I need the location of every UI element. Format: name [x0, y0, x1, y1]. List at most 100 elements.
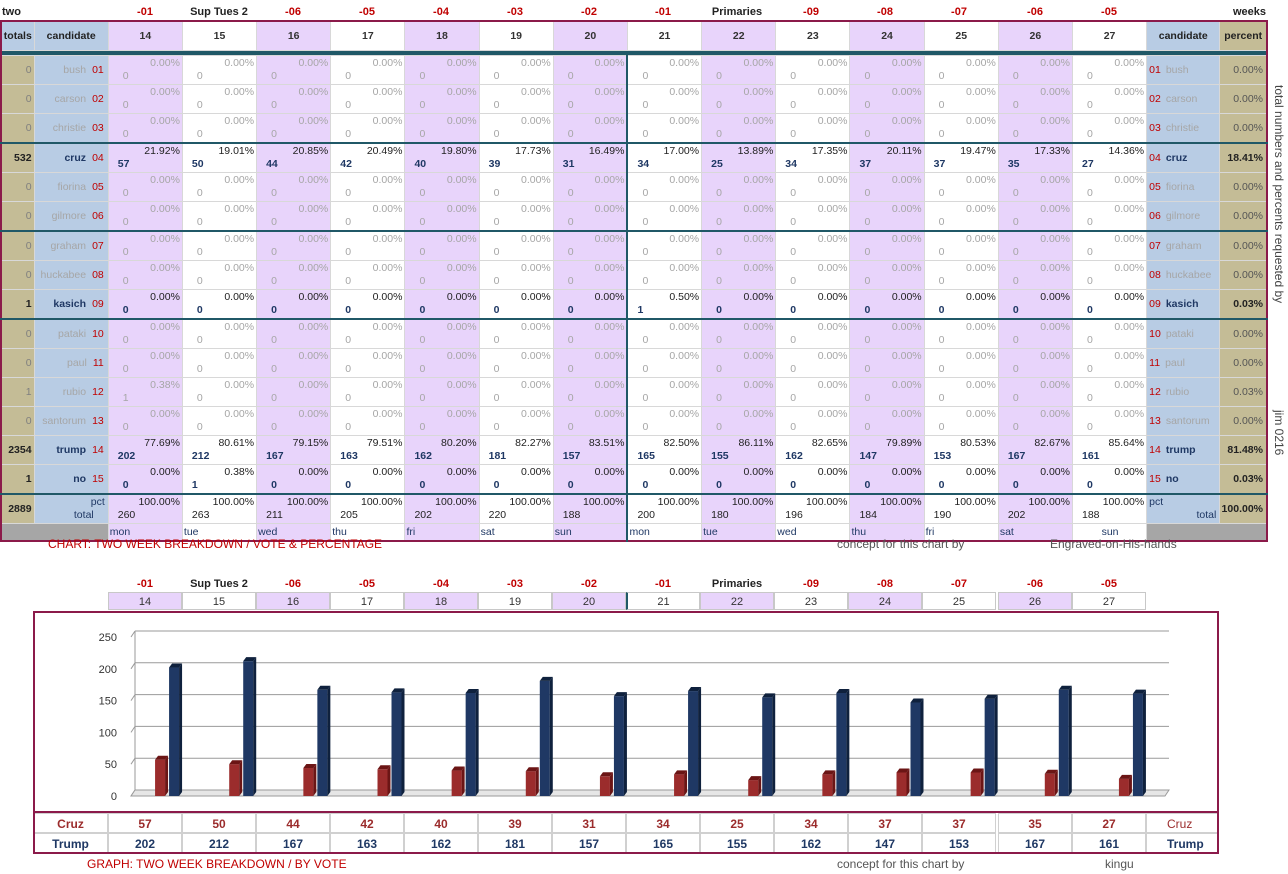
vote-percent: 0.00%	[521, 291, 551, 303]
vote-count: 0	[642, 392, 649, 404]
cruz-bar-top	[155, 755, 169, 760]
vote-cell: 0 0.00%	[181, 84, 258, 114]
candidate-number-right: 03	[1149, 122, 1161, 134]
chart-top-label: -07	[951, 578, 967, 590]
cruz-value: 25	[700, 813, 774, 833]
vote-cell: 163 79.51%	[330, 435, 406, 465]
vote-cell: 50 19.01%	[181, 142, 258, 173]
vote-cell: 0 0.00%	[701, 113, 777, 144]
cruz-bar-side	[313, 764, 317, 796]
candidate-name: huckabee	[40, 269, 87, 281]
vote-percent: 21.92%	[144, 145, 180, 157]
vote-cell: 34 17.35%	[775, 142, 851, 173]
vote-count: 0	[716, 70, 722, 82]
candidate-name-right: gilmore	[1165, 210, 1201, 222]
vote-count: 0	[419, 246, 426, 258]
vote-count: 0	[1012, 334, 1019, 346]
vote-cell: 0 0.00%	[107, 84, 183, 114]
vote-count: 42	[340, 158, 352, 170]
vote-percent: 0.00%	[372, 321, 403, 333]
vote-percent: 0.00%	[669, 57, 700, 69]
vote-cell: 0 0.00%	[404, 113, 480, 144]
vote-count: 0	[196, 275, 203, 287]
vote-percent: 80.20%	[440, 437, 477, 449]
vote-cell: 0 0.00%	[404, 230, 480, 261]
day-header: 20	[552, 20, 628, 51]
chart-day-header: 17	[330, 592, 404, 610]
trump-bar	[317, 689, 328, 796]
vote-count: 0	[864, 421, 871, 433]
vote-cell: 31 16.49%	[552, 142, 628, 173]
chart-top-label: -09	[803, 578, 819, 590]
vote-cell: 0 0.00%	[626, 406, 703, 436]
vote-percent: 0.00%	[298, 408, 329, 420]
vote-count: 0	[716, 128, 722, 140]
vote-cell: 0 0.00%	[923, 113, 999, 144]
day-total-pct: 100.00%	[286, 496, 329, 508]
table-concept-text: concept for this chart by	[837, 537, 965, 551]
vote-cell: 0 0.00%	[1071, 172, 1148, 202]
candidate-name-right: graham	[1165, 240, 1202, 252]
vote-count: 0	[938, 275, 945, 287]
vote-count: 0	[567, 421, 574, 433]
day-total-cell: 263 100.00%	[181, 493, 258, 524]
day-header: 14	[107, 20, 183, 51]
vote-cell: 0 0.00%	[256, 318, 332, 349]
candidate-number-right: 07	[1149, 240, 1161, 252]
chart-day-header: 23	[774, 592, 848, 610]
vote-percent: 0.00%	[521, 379, 551, 391]
vote-count: 0	[345, 246, 352, 258]
vote-cell: 0 0.00%	[107, 348, 183, 378]
vote-count: 0	[271, 304, 277, 316]
chart-day-header: 14	[108, 592, 182, 610]
vote-cell: 0 0.00%	[181, 230, 258, 261]
vote-percent: 86.11%	[738, 437, 774, 449]
vote-cell: 39 17.73%	[478, 142, 554, 173]
vote-count: 0	[1086, 99, 1093, 111]
weekday-row-spacer-right	[1146, 523, 1268, 542]
chart-top-label: -01	[137, 578, 153, 590]
candidate-total: 0	[0, 406, 35, 436]
vote-count: 0	[1086, 421, 1093, 433]
vote-count: 0	[716, 392, 722, 404]
candidate-row: 1 no 15 0 0.00% 1 0.38% 0 0.00% 0 0.00% 0 0.00% 0 0.00…	[0, 464, 1268, 495]
vote-percent: 0.00%	[891, 233, 922, 245]
candidate-total: 0	[0, 55, 35, 85]
vote-percent: 0.00%	[891, 350, 922, 362]
vote-cell: 0 0.00%	[626, 318, 703, 349]
vote-cell: 0 0.00%	[330, 348, 406, 378]
vote-percent: 0.00%	[446, 350, 477, 362]
vote-count: 0	[493, 128, 500, 140]
candidate-name-cell-right: 06 gilmore	[1146, 201, 1221, 232]
vote-percent: 0.00%	[966, 203, 996, 215]
vote-cell: 0 0.00%	[181, 172, 258, 202]
vote-percent: 0.00%	[966, 350, 996, 362]
vote-count: 0	[642, 70, 649, 82]
candidate-name-right: santorum	[1165, 415, 1210, 427]
candidate-number: 10	[92, 328, 104, 340]
vote-percent: 0.00%	[669, 408, 700, 420]
candidate-name-cell: gilmore 06	[33, 201, 109, 232]
vote-cell: 0 0.00%	[552, 406, 628, 436]
candidate-name-cell-right: 04 cruz	[1146, 142, 1221, 173]
vote-percent: 0.00%	[372, 233, 403, 245]
vote-cell: 0 0.00%	[478, 55, 554, 85]
vote-percent: 0.00%	[594, 57, 625, 69]
vote-count: 0	[1012, 70, 1019, 82]
vote-count: 212	[191, 450, 210, 462]
chart-day-header: 25	[922, 592, 996, 610]
vote-percent: 0.00%	[521, 350, 551, 362]
vote-percent: 0.00%	[372, 262, 403, 274]
vote-percent: 0.00%	[594, 321, 625, 333]
vote-count: 0	[345, 363, 352, 375]
candidate-name-cell: pataki 10	[33, 318, 109, 349]
candidate-name-cell: huckabee 08	[33, 260, 109, 290]
vote-percent: 0.00%	[150, 57, 180, 69]
vote-count: 0	[1012, 99, 1019, 111]
vote-percent: 0.00%	[594, 203, 625, 215]
vote-cell: 0 0.00%	[701, 318, 777, 349]
cruz-value: 39	[478, 813, 552, 833]
vote-percent: 0.00%	[521, 203, 551, 215]
trump-value: 161	[1072, 833, 1146, 853]
vote-percent: 79.51%	[366, 437, 403, 449]
